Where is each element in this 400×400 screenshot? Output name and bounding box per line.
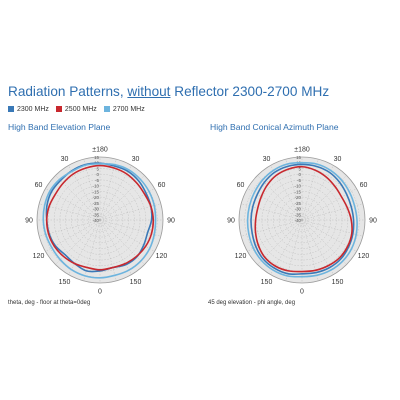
angle-tick-label: 30 (263, 156, 271, 163)
radial-grid-ring (94, 214, 106, 226)
angle-tick-label: 60 (35, 182, 43, 189)
radial-grid-ring (273, 191, 331, 249)
legend-item-2500: 2500 MHz (55, 105, 97, 113)
radial-tick-label: -20 (295, 195, 302, 200)
radial-tick-label: -15 (295, 189, 302, 194)
angle-tick-label: 30 (61, 156, 69, 163)
angular-grid-spoke (241, 219, 303, 237)
radial-tick-label: -40 (295, 218, 302, 223)
angle-tick-label: 60 (158, 182, 166, 189)
series-line-2300-mhz (45, 162, 153, 273)
legend-swatch (8, 106, 14, 112)
angular-grid-spoke (301, 188, 357, 221)
angle-tick-label: 60 (237, 182, 245, 189)
series-line-2700-mhz (246, 161, 358, 278)
radial-tick-label: 0 (299, 172, 302, 177)
title-prefix: Radiation Patterns, (8, 84, 128, 99)
angle-tick-label: 90 (227, 218, 235, 225)
legend-label: 2300 MHz (17, 105, 49, 113)
angle-tick-label: 120 (358, 253, 370, 260)
radial-grid-ring (284, 202, 320, 238)
angle-tick-label: 0 (300, 289, 304, 296)
radial-tick-label: 15 (296, 155, 301, 160)
chart-title: Radiation Patterns, without Reflector 23… (8, 84, 398, 99)
series-line-2300-mhz (250, 163, 355, 275)
radial-tick-label: -30 (93, 207, 100, 212)
angular-grid-spoke (55, 219, 101, 265)
radial-tick-label: 5 (97, 166, 100, 171)
angle-tick-label: 150 (261, 279, 273, 286)
angle-tick-label: 120 (33, 253, 45, 260)
angle-tick-label: 150 (130, 279, 142, 286)
angle-tick-label: 0 (98, 289, 102, 296)
angular-grid-spoke (45, 188, 101, 221)
radial-grid-ring (71, 191, 129, 249)
radial-tick-label: -10 (295, 184, 302, 189)
radial-tick-label: -25 (295, 201, 302, 206)
radial-tick-label: -40 (93, 218, 100, 223)
angular-grid-spoke (68, 219, 101, 275)
radial-tick-label: 5 (299, 166, 302, 171)
elevation-footnote: theta, deg - floor at theta=0deg (8, 300, 91, 306)
angle-tick-label: 120 (156, 253, 168, 260)
series-line-2500-mhz (254, 165, 353, 273)
radial-tick-label: -10 (93, 184, 100, 189)
title-underlined: without (127, 84, 171, 99)
angle-tick-label: 150 (59, 279, 71, 286)
radial-tick-label: -5 (297, 178, 301, 183)
radial-tick-label: -20 (93, 195, 100, 200)
radial-grid-ring (88, 208, 112, 232)
radial-tick-label: -35 (295, 212, 302, 217)
elevation-plot-title: High Band Elevation Plane (8, 122, 111, 132)
angle-tick-label: 30 (132, 156, 140, 163)
angular-grid-spoke (301, 219, 363, 237)
angular-grid-spoke (301, 203, 363, 221)
angular-grid-spoke (241, 203, 303, 221)
radial-grid-ring (290, 208, 314, 232)
radial-tick-label: -35 (93, 212, 100, 217)
angle-tick-label: 90 (369, 218, 377, 225)
legend-swatch (55, 106, 62, 112)
title-suffix: Reflector 2300-2700 MHz (170, 84, 330, 99)
legend-label: 2700 MHz (112, 105, 145, 113)
angle-tick-label: 90 (167, 218, 175, 225)
angular-grid-spoke (99, 219, 132, 275)
angle-tick-label: 30 (334, 156, 342, 163)
legend-label: 2500 MHz (64, 105, 97, 113)
radial-grid-ring (76, 196, 124, 244)
radial-grid-ring (278, 196, 326, 244)
angle-tick-label: 150 (332, 279, 344, 286)
radial-tick-label: -25 (93, 201, 100, 206)
legend: 2300 MHz 2500 MHz 2700 MHz (8, 103, 145, 115)
series-line-2500-mhz (45, 164, 155, 271)
legend-item-2700: 2700 MHz (103, 105, 145, 113)
azimuth-footnote: 45 deg elevation - phi angle, deg (208, 300, 296, 306)
angle-tick-label: 90 (25, 218, 33, 225)
legend-item-2300: 2300 MHz (8, 106, 49, 113)
angle-tick-label: 60 (360, 182, 368, 189)
series-line-2700-mhz (42, 163, 157, 279)
angle-tick-label: ±180 (92, 147, 108, 154)
legend-swatch (103, 106, 110, 112)
radial-grid-ring (82, 202, 118, 238)
radial-grid-ring (296, 214, 308, 226)
radial-tick-label: -30 (295, 207, 302, 212)
azimuth-plot-title: High Band Conical Azimuth Plane (210, 122, 339, 132)
angle-tick-label: ±180 (294, 147, 310, 154)
angle-tick-label: 120 (235, 253, 247, 260)
radial-tick-label: -5 (95, 178, 99, 183)
radial-tick-label: 15 (94, 155, 99, 160)
radial-tick-label: 0 (97, 172, 100, 177)
radial-tick-label: -15 (93, 189, 100, 194)
